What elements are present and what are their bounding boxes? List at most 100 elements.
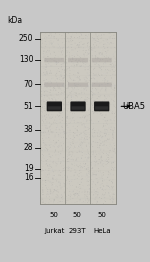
Point (62, 50, 65, 54)
Point (106, 106, 109, 110)
Point (56, 130, 58, 135)
Point (107, 59, 109, 63)
Point (97, 128, 100, 132)
Point (92, 37, 95, 41)
Point (86, 173, 88, 178)
Point (106, 131, 108, 135)
Point (74, 89, 76, 93)
Point (57, 194, 59, 198)
Point (91, 133, 94, 137)
Point (43, 49, 45, 53)
Point (76, 75, 79, 79)
Point (112, 52, 115, 56)
Point (113, 149, 115, 154)
Point (99, 184, 102, 188)
Point (84, 97, 86, 101)
Point (75, 49, 78, 53)
Point (46, 187, 49, 191)
Point (112, 150, 115, 154)
Point (60, 170, 63, 174)
Point (53, 85, 56, 89)
Point (104, 188, 106, 192)
Point (50, 93, 52, 97)
Point (102, 171, 104, 175)
Point (49, 103, 52, 107)
Point (79, 143, 82, 147)
Point (59, 113, 61, 118)
Point (88, 192, 91, 196)
Point (79, 138, 81, 142)
Point (66, 157, 69, 162)
Point (70, 45, 72, 49)
Point (73, 192, 75, 196)
Point (98, 195, 100, 199)
Point (63, 85, 65, 89)
Point (70, 179, 73, 183)
Point (75, 91, 77, 95)
Point (53, 198, 55, 202)
Point (44, 100, 46, 104)
Point (101, 182, 103, 186)
Point (67, 148, 69, 152)
Point (67, 165, 70, 170)
Point (55, 195, 57, 199)
Point (88, 112, 90, 117)
Point (96, 163, 98, 167)
Point (80, 120, 82, 124)
Point (80, 131, 83, 135)
Point (99, 50, 102, 54)
Point (94, 159, 97, 163)
Point (46, 51, 49, 55)
Point (99, 152, 101, 156)
Point (104, 89, 106, 93)
Point (41, 180, 43, 184)
Point (92, 149, 95, 153)
Point (40, 126, 42, 130)
Point (69, 103, 71, 107)
Point (42, 110, 44, 114)
Point (109, 149, 111, 153)
Point (105, 162, 107, 167)
Point (79, 163, 81, 168)
Point (113, 86, 116, 90)
Point (44, 40, 46, 44)
Point (68, 151, 71, 155)
Point (101, 158, 104, 162)
Point (79, 116, 81, 120)
Point (103, 88, 105, 92)
Point (102, 149, 104, 153)
Point (76, 64, 78, 68)
Point (93, 60, 95, 64)
Point (108, 151, 111, 155)
Point (87, 41, 89, 45)
Point (83, 130, 85, 134)
Point (51, 165, 53, 170)
Point (54, 150, 57, 154)
Point (104, 124, 107, 128)
Point (112, 200, 114, 204)
Point (56, 113, 58, 117)
Point (49, 137, 51, 141)
Point (103, 43, 105, 47)
Point (54, 95, 56, 100)
Point (84, 78, 86, 82)
Point (104, 127, 106, 131)
Point (51, 104, 53, 108)
Point (56, 68, 59, 73)
Point (48, 33, 50, 37)
Point (101, 71, 104, 75)
Point (92, 75, 94, 79)
Point (74, 50, 76, 54)
Point (64, 120, 67, 124)
Point (84, 125, 86, 129)
Point (106, 94, 109, 98)
FancyBboxPatch shape (68, 58, 88, 62)
Point (113, 32, 116, 37)
Point (93, 37, 96, 41)
Point (50, 51, 52, 56)
Point (112, 103, 115, 107)
Point (100, 182, 102, 187)
Point (67, 166, 69, 171)
Point (65, 197, 67, 201)
Point (69, 169, 71, 173)
